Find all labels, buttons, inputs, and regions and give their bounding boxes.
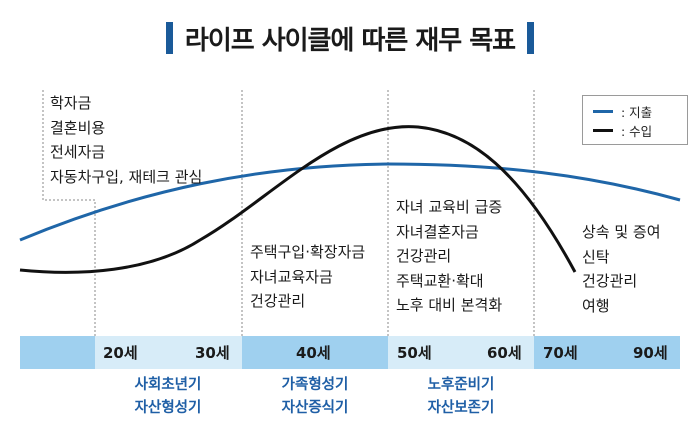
income-curve (19, 125, 577, 274)
stage-3-item: 노후 대비 본격화 (396, 296, 503, 314)
age-label-20: 20세 (103, 344, 138, 362)
stage-1-item: 학자금 (50, 94, 92, 112)
stage-divider-1 (42, 90, 96, 336)
stage-4-item: 신탁 (582, 247, 610, 266)
age-label-70: 70세 (543, 344, 578, 362)
phase-retirement-prep: 노후준비기 자산보존기 (401, 374, 521, 420)
axis-band-segment (534, 336, 680, 369)
phase-family-formation: 가족형성기 자산증식기 (255, 374, 375, 420)
legend-income: : 수입 (593, 121, 652, 140)
phase-label: 자산증식기 (281, 400, 349, 416)
phase-label: 가족형성기 (281, 377, 349, 393)
stage-4-item: 여행 (582, 296, 610, 315)
axis-band-segment (242, 336, 388, 369)
stage-1-text: 학자금 결혼비용 전세자금 자동차구입, 재테크 관심 (50, 91, 202, 189)
page-title: 라이프 사이클에 따른 재무 목표 (184, 25, 516, 56)
phase-early-career: 사회초년기 자산형성기 (108, 374, 228, 420)
legend: : 지출 : 수입 (582, 95, 688, 145)
expense-curve (19, 162, 681, 242)
age-label-90: 90세 (633, 344, 668, 362)
age-label-50: 50세 (397, 344, 432, 362)
stage-3-item: 건강관리 (396, 247, 452, 265)
axis-band-segment (20, 336, 95, 369)
stage-2-text: 주택구입·확장자금 자녀교육자금 건강관리 (250, 240, 365, 314)
legend-expense: : 지출 (593, 102, 652, 121)
axis-band-segment (95, 336, 242, 369)
stage-2-item: 주택구입·확장자금 (250, 243, 366, 261)
stage-2-item: 자녀교육자금 (250, 267, 333, 286)
stage-4-item: 건강관리 (582, 272, 638, 290)
stage-1-item: 자동차구입, 재테크 관심 (50, 167, 203, 186)
stage-3-item: 자녀결혼자금 (396, 222, 479, 241)
stage-4-text: 상속 및 증여 신탁 건강관리 여행 (582, 220, 661, 318)
phase-label: 노후준비기 (427, 377, 495, 393)
title-bar-right (527, 22, 535, 54)
stage-3-text: 자녀 교육비 급증 자녀결혼자금 건강관리 주택교환·확대 노후 대비 본격화 (396, 195, 502, 318)
stage-4-item: 상속 및 증여 (582, 223, 661, 241)
phase-label: 자산형성기 (134, 400, 202, 416)
age-label-40: 40세 (296, 344, 331, 362)
title-area: 라이프 사이클에 따른 재무 목표 (0, 18, 700, 58)
axis-band-segment (388, 336, 534, 369)
age-label-30: 30세 (195, 344, 230, 362)
legend-income-label: : 수입 (621, 124, 653, 139)
title-bar-left (165, 22, 173, 54)
phase-label: 사회초년기 (134, 377, 202, 393)
legend-income-swatch (593, 129, 613, 132)
stage-1-item: 전세자금 (50, 143, 106, 161)
stage-3-item: 주택교환·확대 (396, 271, 484, 290)
age-label-60: 60세 (487, 344, 522, 362)
legend-expense-swatch (593, 110, 613, 113)
legend-expense-label: : 지출 (621, 105, 653, 120)
stage-1-item: 결혼비용 (50, 118, 106, 137)
stage-3-item: 자녀 교육비 급증 (396, 198, 503, 216)
phase-label: 자산보존기 (427, 400, 495, 416)
stage-2-item: 건강관리 (250, 292, 306, 310)
